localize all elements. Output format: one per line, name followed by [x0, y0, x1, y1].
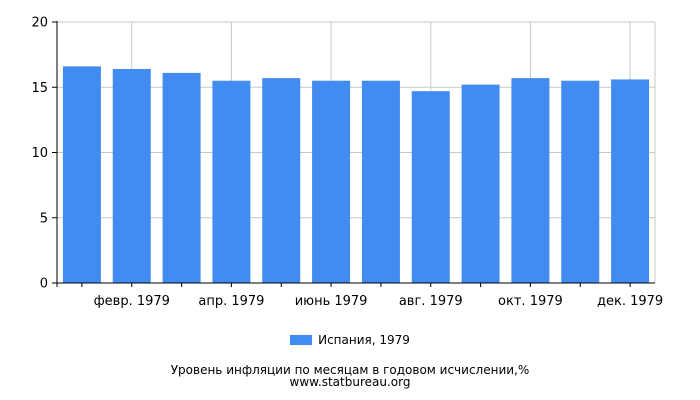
legend: Испания, 1979 [0, 333, 700, 347]
y-tick-label: 20 [31, 16, 48, 31]
y-tick-label: 15 [31, 81, 48, 96]
chart-caption: Уровень инфляции по месяцам в годовом ис… [170, 363, 530, 377]
bar [411, 91, 450, 283]
x-tick-label: февр. 1979 [94, 294, 170, 309]
bar [212, 80, 251, 283]
bar [262, 78, 301, 284]
bar [511, 78, 550, 284]
x-tick-label: окт. 1979 [498, 294, 563, 309]
bar [112, 68, 151, 283]
bar [611, 79, 650, 283]
source-url: www.statbureau.org [289, 375, 411, 389]
bar [312, 80, 351, 283]
y-tick-label: 0 [40, 277, 48, 292]
y-tick-label: 5 [40, 211, 48, 226]
legend-swatch [290, 335, 313, 345]
x-tick-label: авг. 1979 [399, 294, 463, 309]
bar [162, 72, 201, 284]
bar [62, 66, 101, 284]
bar [361, 80, 400, 283]
bar-chart: 0 5 10 15 20 февр. 1979 апр. 1979 июнь 1979 авг.… [31, 16, 663, 310]
legend-label: Испания, 1979 [318, 333, 410, 347]
x-tick-label: апр. 1979 [198, 294, 264, 309]
bar [461, 84, 500, 283]
y-tick-label: 10 [31, 146, 48, 161]
x-tick-label: дек. 1979 [597, 294, 663, 309]
x-tick-label: июнь 1979 [295, 294, 368, 309]
bar [561, 80, 600, 283]
